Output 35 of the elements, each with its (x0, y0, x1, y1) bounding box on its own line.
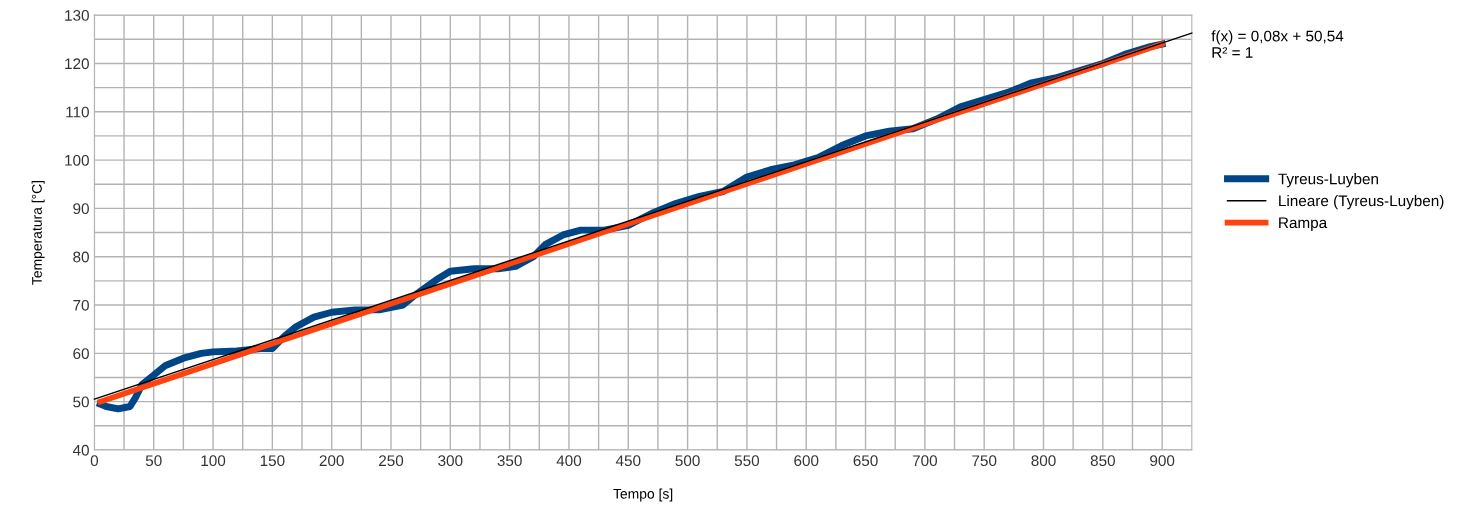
y-tick-label: 110 (66, 106, 89, 118)
x-tick-label: 350 (497, 455, 522, 467)
y-axis-title: Temperatura [°C] (31, 180, 45, 285)
x-tick-label: 850 (1090, 455, 1115, 467)
annotation: f(x) = 0,08x + 50,54 R² = 1 (1211, 30, 1344, 58)
x-tick-label: 750 (972, 455, 997, 467)
x-tick-label: 400 (556, 455, 582, 467)
x-tick-label: 900 (1150, 455, 1175, 467)
legend-label: Rampa (1279, 217, 1328, 232)
x-tick-label: 650 (853, 455, 878, 467)
x-tick-label: 100 (201, 455, 226, 467)
x-tick-label: 700 (912, 455, 938, 467)
legend-label: Tyreus-Luyben (1278, 173, 1378, 188)
x-tick-label: 250 (379, 455, 404, 467)
x-axis-title: Tempo [s] (613, 488, 673, 502)
x-tick-label: 600 (794, 455, 819, 467)
x-tick-label: 550 (734, 455, 760, 467)
y-tick-label: 100 (65, 154, 89, 166)
y-tick-label: 60 (73, 348, 89, 360)
x-tick-label: 50 (145, 455, 162, 467)
y-tick-label: 70 (73, 299, 89, 311)
x-tick-label: 800 (1031, 455, 1056, 467)
x-tick-label: 0 (90, 455, 99, 467)
y-tick-label: 40 (72, 444, 89, 456)
y-tick-label: 130 (65, 10, 89, 21)
y-tick-label: 50 (73, 396, 89, 408)
x-tick-label: 200 (319, 455, 344, 467)
x-tick-label: 300 (438, 455, 463, 467)
legend-label: Lineare (Tyreus-Luyben) (1279, 194, 1444, 210)
y-tick-label: 90 (73, 203, 89, 215)
x-tick-label: 450 (615, 455, 641, 467)
x-tick-label: 150 (260, 455, 285, 467)
x-tick-label: 500 (675, 455, 700, 467)
y-tick-label: 120 (65, 58, 89, 70)
y-tick-label: 80 (73, 251, 89, 263)
